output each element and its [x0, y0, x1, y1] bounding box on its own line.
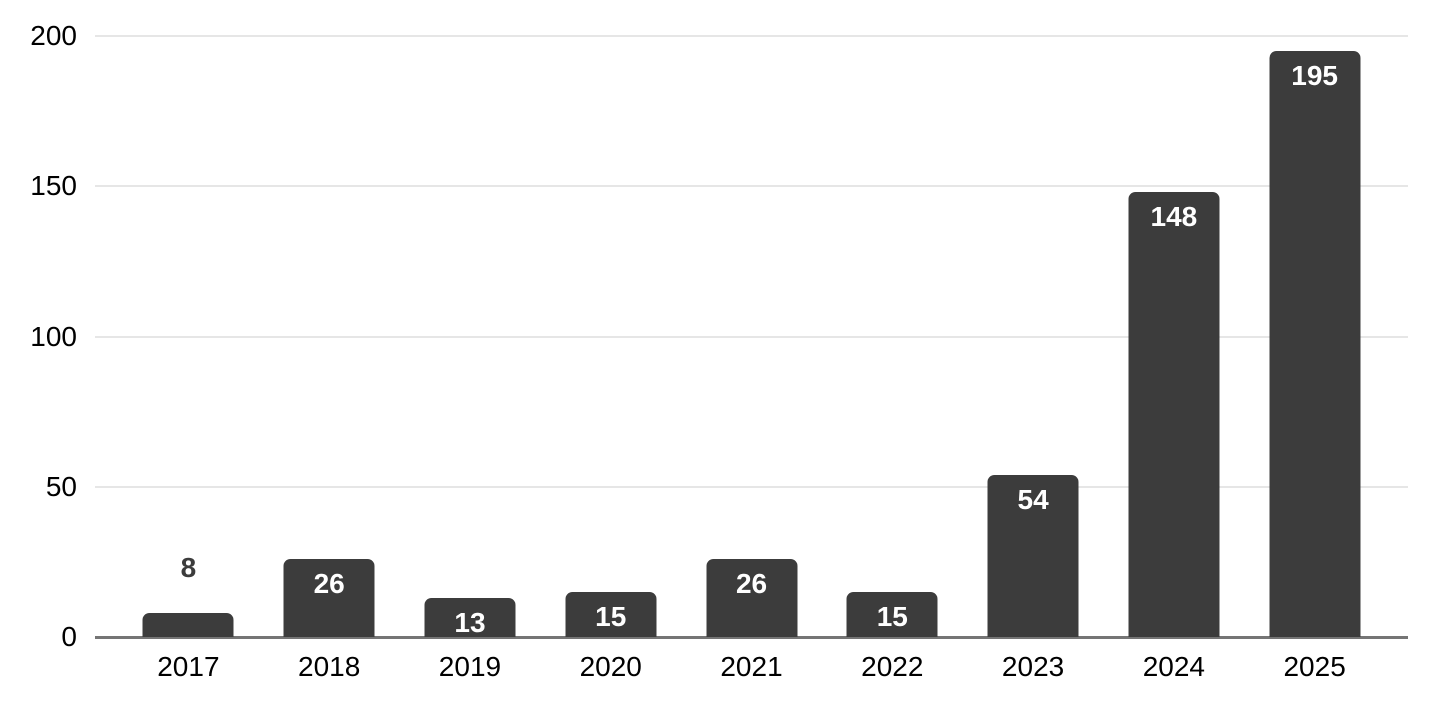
bar-2024[interactable]: 148: [1128, 192, 1220, 637]
bar-2019[interactable]: 13: [424, 597, 516, 638]
bar-2022[interactable]: 15: [846, 591, 938, 637]
bar-group-2023: 54: [963, 36, 1104, 637]
bar-value-label-2017: 8: [180, 551, 197, 583]
x-axis-tick-label-2020: 2020: [579, 651, 642, 682]
y-axis-tick-label-100: 100: [30, 320, 77, 352]
x-axis-labels: 2017 2018 2019 2020 2021 2022 2023 2024 2025: [118, 650, 1385, 684]
x-axis-tick-label-2018: 2018: [298, 651, 361, 682]
bar-2020[interactable]: 15: [565, 591, 657, 637]
y-axis-tick-label-200: 200: [30, 20, 77, 51]
bar-group-2020: 15: [540, 36, 681, 637]
bar-value-label-2023: 54: [1017, 483, 1049, 515]
x-axis-tick-label-2021: 2021: [720, 651, 783, 682]
y-axis-tick-label-150: 150: [30, 170, 77, 202]
bar-2025[interactable]: 195: [1269, 51, 1361, 637]
x-axis-tick-label-2017: 2017: [157, 651, 220, 682]
bar-group-2025: 195: [1244, 36, 1385, 637]
bar-group-2022: 15: [822, 36, 963, 637]
bar-value-label-2021: 26: [735, 567, 768, 599]
bar-group-2021: 26: [681, 36, 822, 637]
x-axis-tick-label-2019: 2019: [438, 651, 502, 682]
bars-area: 8 26 13 15 26 15 54 148 195: [118, 36, 1385, 637]
bar-value-label-2022: 15: [876, 600, 908, 632]
x-axis-tick-label-2023: 2023: [1001, 651, 1065, 682]
x-axis-tick-label-2022: 2022: [861, 651, 924, 682]
y-axis-tick-label-0: 0: [61, 621, 77, 652]
bar-value-label-2024: 148: [1150, 201, 1198, 233]
bar-value-label-2025: 195: [1291, 60, 1338, 92]
bar-group-2017: 8: [118, 36, 259, 637]
x-axis-line: [95, 636, 1408, 639]
bar-2017[interactable]: [142, 612, 234, 637]
bar-group-2019: 13: [400, 36, 541, 637]
bar-group-2018: 26: [259, 36, 400, 637]
bar-group-2024: 148: [1103, 36, 1244, 637]
bar-2023[interactable]: 54: [987, 474, 1079, 637]
gridline-100: [95, 335, 1408, 338]
bar-value-label-2019: 13: [454, 606, 486, 638]
y-axis-tick-label-50: 50: [45, 470, 77, 502]
bar-value-label-2020: 15: [595, 600, 627, 632]
gridline-150: [95, 185, 1408, 188]
bar-value-label-2018: 26: [313, 567, 345, 599]
gridline-50: [95, 485, 1408, 488]
x-axis-tick-label-2024: 2024: [1142, 651, 1205, 682]
bar-2018[interactable]: 26: [283, 558, 375, 637]
bar-2021[interactable]: 26: [706, 558, 798, 637]
gridline-200: [95, 35, 1408, 37]
x-axis-tick-label-2025: 2025: [1283, 651, 1346, 682]
